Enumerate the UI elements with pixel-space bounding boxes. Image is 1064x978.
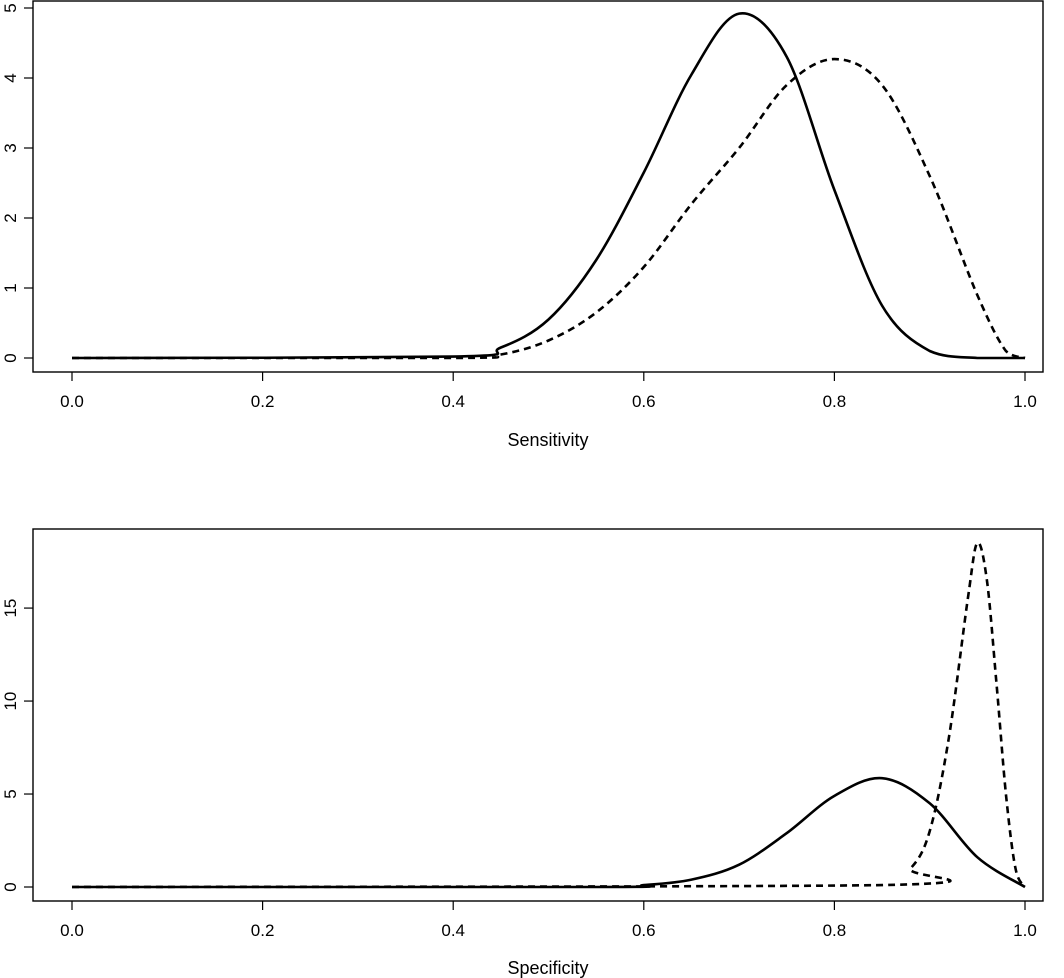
y-tick-label: 0: [1, 882, 20, 891]
solid-density-curve: [71, 12, 1025, 360]
x-axis-title: Specificity: [507, 958, 588, 978]
x-tick-label: 0.2: [251, 392, 275, 411]
specificity-panel: 0.0 0.2 0.4 0.6 0.8 1.0 0 5 10 15 Specificity: [1, 528, 1044, 978]
sensitivity-panel: 0.0 0.2 0.4 0.6 0.8 1.0 0 1 2 3 4 5 Sensitivity: [1, 0, 1044, 450]
x-axis-title: Sensitivity: [507, 430, 588, 450]
x-tick-label: 0.2: [251, 921, 275, 940]
y-tick-label: 15: [1, 599, 20, 618]
x-tick-label: 0.4: [441, 921, 465, 940]
plot-frame: [32, 528, 1044, 902]
x-tick-label: 0.4: [441, 392, 465, 411]
y-tick-label: 10: [1, 692, 20, 711]
y-tick-label: 1: [1, 283, 20, 292]
x-tick-label: 0.6: [632, 921, 656, 940]
x-tick-label: 1.0: [1013, 392, 1037, 411]
y-tick-label: 3: [1, 143, 20, 152]
dashed-density-curve: [71, 541, 1027, 889]
x-tick-label: 0.0: [60, 921, 84, 940]
x-tick-label: 0.6: [632, 392, 656, 411]
y-tick-label: 0: [1, 353, 20, 362]
y-tick-label: 5: [1, 789, 20, 798]
y-tick-label: 4: [1, 73, 20, 82]
x-tick-label: 1.0: [1013, 921, 1037, 940]
y-tick-label: 5: [1, 3, 20, 12]
plot-frame: [32, 0, 1044, 373]
x-tick-label: 0.8: [823, 921, 847, 940]
solid-density-curve: [71, 776, 1026, 889]
y-tick-label: 2: [1, 213, 20, 222]
x-tick-label: 0.0: [60, 392, 84, 411]
dashed-density-curve: [72, 57, 1026, 360]
x-tick-label: 0.8: [823, 392, 847, 411]
